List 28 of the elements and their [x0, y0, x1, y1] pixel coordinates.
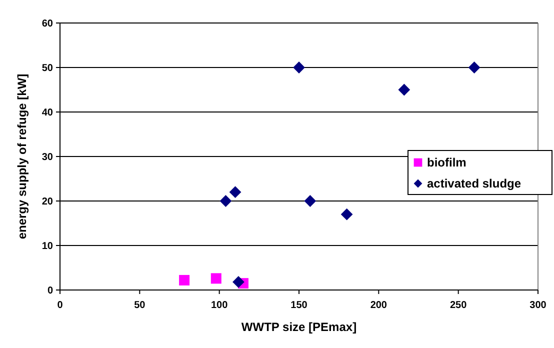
point [210, 273, 222, 284]
point [232, 276, 244, 288]
y-tick-label: 10 [42, 241, 54, 252]
point [293, 62, 305, 74]
legend-label: biofilm [427, 156, 466, 170]
x-tick-label: 100 [210, 300, 228, 311]
x-tick-label: 250 [450, 300, 468, 311]
point [179, 274, 190, 286]
y-tick-label: 60 [42, 18, 54, 30]
x-tick-label: 300 [530, 300, 547, 311]
y-tick-label: 20 [42, 196, 54, 208]
point [468, 62, 480, 74]
y-tick-label: 40 [42, 108, 54, 118]
y-axis-title: energy supply of refuge [kW] [15, 74, 29, 240]
y-tick-label: 50 [42, 63, 54, 74]
point [220, 195, 232, 207]
x-tick-label: 200 [370, 300, 388, 311]
x-tick-label: 0 [57, 300, 64, 311]
point [340, 208, 353, 220]
legend-label: activated sludge [427, 176, 522, 191]
point [398, 84, 410, 96]
x-tick-label: 50 [134, 300, 146, 311]
y-tick-label: 30 [42, 152, 54, 163]
x-axis-title: WWTP size [PEmax] [241, 320, 357, 334]
y-tick-label: 0 [47, 286, 54, 296]
point [229, 186, 242, 198]
point [304, 195, 316, 207]
x-tick-label: 150 [290, 300, 308, 311]
